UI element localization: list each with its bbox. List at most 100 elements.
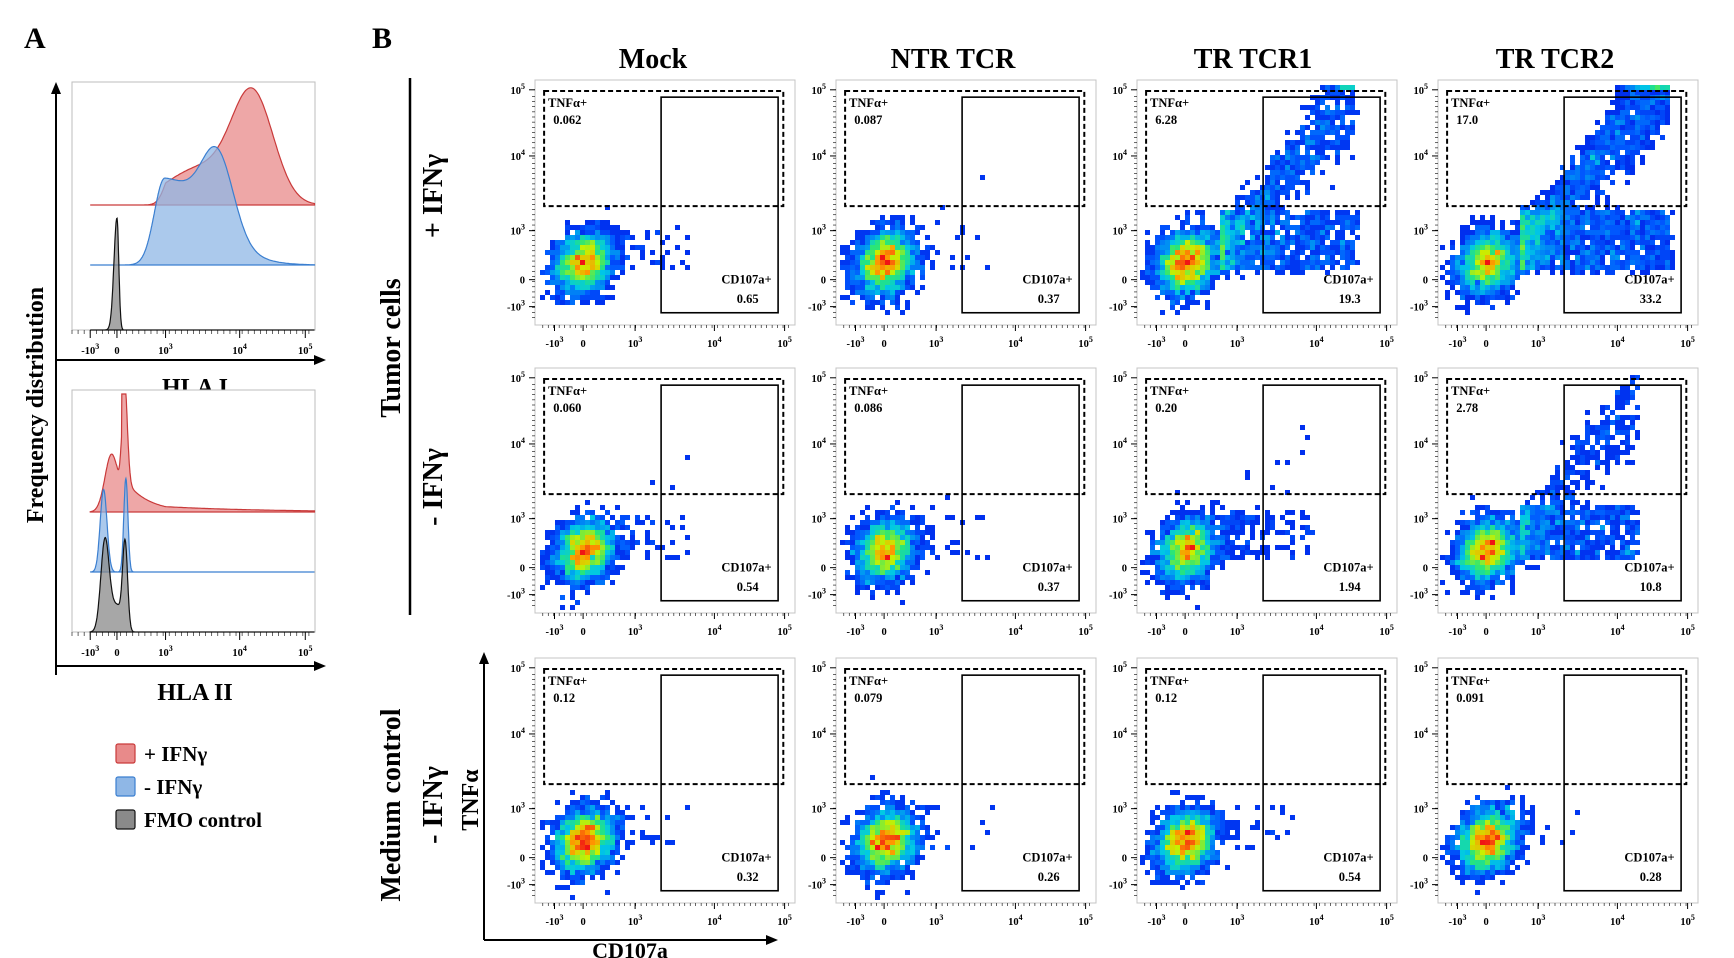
gate-tnfa-positive	[543, 90, 785, 208]
gate-label-cd107a: CD107a+	[1022, 850, 1072, 864]
gate-value-cd107a: 0.26	[1038, 870, 1060, 884]
gate-cd107a-positive	[961, 384, 1080, 602]
histogram-hla-ii-minus-ifng	[90, 476, 315, 573]
y-tick-label: 103	[812, 511, 827, 526]
gate-cd107a-positive	[1563, 96, 1682, 314]
y-tick-label: 105	[511, 82, 526, 97]
flow-plot-r2-c1: TNFα+ 0.060 CD107a+ 0.54 -103 0 103 104 105 -103 0…	[507, 367, 796, 638]
gate-label-cd107a: CD107a+	[1624, 560, 1674, 574]
x-tick-label: 105	[1680, 913, 1695, 928]
flow-y-axis-label: TNFα	[458, 769, 484, 831]
gate-tnfa-positive	[1145, 90, 1387, 208]
gate-tnfa-positive	[1446, 90, 1688, 208]
y-tick-label: 0	[821, 854, 826, 865]
x-tick-label: 105	[1078, 623, 1093, 638]
x-tick-label: 0	[1182, 917, 1187, 928]
histogram-tick-label: 103	[158, 644, 173, 659]
column-title-tr-tcr1: TR TCR1	[1194, 44, 1313, 75]
x-tick-label: 0	[881, 917, 886, 928]
y-tick-label: 104	[1113, 148, 1128, 163]
gate-value-tnfa: 6.28	[1155, 113, 1177, 127]
y-tick-label: -103	[1109, 299, 1127, 314]
gate-cd107a-positive	[660, 384, 779, 602]
y-tick-label: -103	[808, 587, 826, 602]
gate-cd107a-positive	[961, 674, 1080, 892]
y-tick-label: 105	[511, 370, 526, 385]
gate-cd107a-positive	[1262, 674, 1381, 892]
gate-value-cd107a: 0.37	[1038, 580, 1060, 594]
gate-label-tnfa: TNFα+	[849, 674, 888, 688]
gate-label-tnfa: TNFα+	[1451, 674, 1490, 688]
flow-plot-r1-c4: TNFα+ 17.0 CD107a+ 33.2 -103 0 103 104 105 -103 0 1…	[1410, 79, 1699, 350]
gate-label-tnfa: TNFα+	[1150, 674, 1189, 688]
x-tick-label: -103	[546, 335, 564, 350]
histogram-hla-ii-fmo-control	[89, 536, 315, 633]
panel-b-label: B	[372, 22, 392, 55]
y-tick-label: 104	[511, 436, 526, 451]
flow-plot-r1-c3: TNFα+ 6.28 CD107a+ 19.3 -103 0 103 104 105 -103 0 1…	[1109, 79, 1398, 350]
x-tick-label: 103	[1531, 913, 1546, 928]
histogram-tick-label: 105	[298, 644, 313, 659]
y-tick-label: -103	[1109, 587, 1127, 602]
flow-plot-r1-c2: TNFα+ 0.087 CD107a+ 0.37 -103 0 103 104 105 -103 0…	[808, 79, 1097, 350]
flow-plot-r3-c3: TNFα+ 0.12 CD107a+ 0.54 -103 0 103 104 105 -103 0 1…	[1109, 657, 1398, 928]
gate-value-tnfa: 0.12	[553, 691, 575, 705]
gate-value-cd107a: 0.37	[1038, 292, 1060, 306]
y-tick-label: 104	[1113, 726, 1128, 741]
x-tick-label: 104	[707, 913, 722, 928]
y-tick-label: 105	[1414, 82, 1429, 97]
y-tick-label: 103	[511, 511, 526, 526]
flow-events	[1140, 790, 1295, 890]
x-tick-label: 105	[1379, 335, 1394, 350]
gate-label-cd107a: CD107a+	[721, 560, 771, 574]
x-tick-label: 103	[929, 913, 944, 928]
gate-label-cd107a: CD107a+	[1323, 850, 1373, 864]
gate-value-tnfa: 0.091	[1456, 691, 1484, 705]
gate-label-tnfa: TNFα+	[1150, 384, 1189, 398]
x-tick-label: 105	[777, 913, 792, 928]
x-tick-label: 0	[1182, 627, 1187, 638]
gate-label-cd107a: CD107a+	[1022, 272, 1072, 286]
flow-x-axis-label: CD107a	[592, 938, 668, 958]
x-tick-label: 104	[1008, 335, 1023, 350]
flow-plot-r3-c4: TNFα+ 0.091 CD107a+ 0.28 -103 0 103 104 105 -103 0…	[1410, 657, 1699, 928]
y-tick-label: 0	[520, 276, 525, 287]
histogram-hla-ii: -103 0 103 104 105 HLA II	[56, 389, 326, 706]
histogram-x-arrow	[314, 355, 326, 365]
gate-cd107a-positive	[1262, 96, 1381, 314]
gate-label-tnfa: TNFα+	[548, 674, 587, 688]
x-tick-label: 104	[1008, 913, 1023, 928]
x-tick-label: 105	[1680, 335, 1695, 350]
flow-events	[840, 775, 995, 900]
x-tick-label: 0	[1182, 339, 1187, 350]
gate-value-tnfa: 0.086	[854, 401, 882, 415]
y-tick-label: 105	[1113, 370, 1128, 385]
legend-label-minus-ifng: - IFNγ	[144, 775, 202, 799]
x-tick-label: 105	[1078, 913, 1093, 928]
column-title-tr-tcr2: TR TCR2	[1496, 44, 1615, 75]
gate-cd107a-positive	[660, 674, 779, 892]
y-tick-label: 104	[511, 726, 526, 741]
y-tick-label: 0	[1122, 854, 1127, 865]
gate-label-cd107a: CD107a+	[721, 850, 771, 864]
y-tick-label: 104	[1414, 148, 1429, 163]
legend-swatch-plus-ifng	[115, 743, 136, 764]
y-tick-label: 105	[511, 660, 526, 675]
x-tick-label: 104	[707, 335, 722, 350]
gate-tnfa-positive	[844, 378, 1086, 496]
row-group-tumor-cells: Tumor cells	[376, 278, 407, 417]
y-tick-label: -103	[808, 299, 826, 314]
gate-tnfa-positive	[1145, 668, 1387, 786]
legend-swatch-fmo	[115, 809, 136, 830]
x-tick-label: 103	[1230, 335, 1245, 350]
flow-events	[540, 455, 690, 610]
histogram-tick-label: 104	[232, 342, 247, 357]
y-tick-label: 105	[1414, 660, 1429, 675]
flow-plot-r3-c2: TNFα+ 0.079 CD107a+ 0.26 -103 0 103 104 105 -103 0…	[808, 657, 1097, 928]
gate-label-tnfa: TNFα+	[1150, 96, 1189, 110]
y-tick-label: 0	[1423, 276, 1428, 287]
x-tick-label: -103	[1449, 623, 1467, 638]
histogram-y-arrow	[51, 82, 61, 94]
row-label-medium-minus-ifng: - IFNγ	[418, 766, 449, 844]
